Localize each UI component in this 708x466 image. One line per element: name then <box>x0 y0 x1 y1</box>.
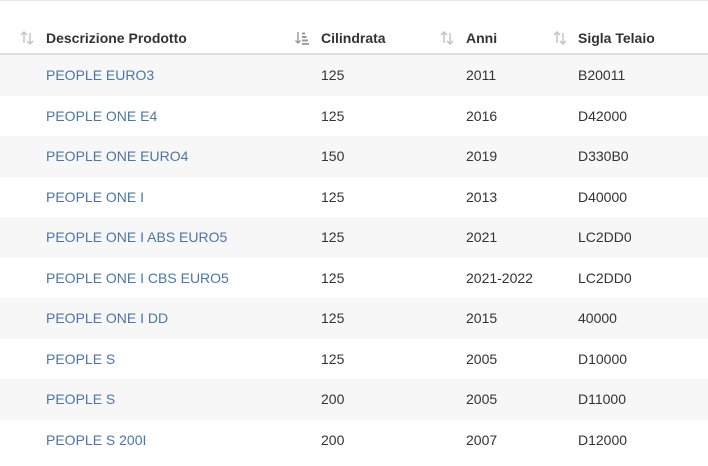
sigla-telaio-cell: LC2DD0 <box>578 269 632 286</box>
table-row[interactable]: PEOPLE S 125 2005 D10000 <box>0 339 708 380</box>
cilindrata-cell: 125 <box>321 107 345 124</box>
top-divider <box>0 0 708 1</box>
anni-cell: 2016 <box>466 107 498 124</box>
column-header-anni[interactable]: Anni <box>466 30 498 46</box>
sigla-telaio-cell: D12000 <box>578 431 628 448</box>
cilindrata-cell: 125 <box>321 350 345 367</box>
product-link[interactable]: PEOPLE S <box>46 391 116 407</box>
sort-both-icon[interactable] <box>20 23 34 53</box>
product-link[interactable]: PEOPLE ONE I CBS EURO5 <box>46 269 229 286</box>
anni-cell: 2005 <box>466 350 498 367</box>
cilindrata-cell: 125 <box>321 67 345 83</box>
anni-cell: 2013 <box>466 188 498 205</box>
product-link[interactable]: PEOPLE EURO3 <box>46 67 155 83</box>
column-header-cilindrata[interactable]: Cilindrata <box>321 30 386 46</box>
products-table: Descrizione Prodotto Cilindrata Anni <box>0 23 708 460</box>
product-link[interactable]: PEOPLE ONE I ABS EURO5 <box>46 229 228 245</box>
sigla-telaio-cell: D330B0 <box>578 148 629 164</box>
sort-amount-active-icon[interactable] <box>295 23 309 53</box>
table-header: Descrizione Prodotto Cilindrata Anni <box>0 23 708 55</box>
sigla-telaio-cell: D10000 <box>578 350 628 367</box>
anni-cell: 2011 <box>466 67 497 83</box>
table-row[interactable]: PEOPLE ONE I CBS EURO5 125 2021-2022 LC2… <box>0 258 708 299</box>
anni-cell: 2019 <box>466 148 498 164</box>
table-row[interactable]: PEOPLE EURO3 125 2011 B20011 <box>0 55 708 96</box>
column-header-descrizione[interactable]: Descrizione Prodotto <box>46 30 187 46</box>
cilindrata-cell: 150 <box>321 148 345 164</box>
cilindrata-cell: 125 <box>321 229 345 245</box>
sort-both-icon[interactable] <box>553 23 567 53</box>
table-row[interactable]: PEOPLE S 200I 200 2007 D12000 <box>0 420 708 461</box>
anni-cell: 2007 <box>466 431 498 448</box>
product-link[interactable]: PEOPLE ONE EURO4 <box>46 148 189 164</box>
cilindrata-cell: 200 <box>321 431 345 448</box>
product-link[interactable]: PEOPLE ONE E4 <box>46 107 158 124</box>
table-row[interactable]: PEOPLE ONE I DD 125 2015 40000 <box>0 298 708 339</box>
sigla-telaio-cell: D11000 <box>578 391 627 407</box>
sigla-telaio-cell: D40000 <box>578 188 628 205</box>
table-row[interactable]: PEOPLE ONE EURO4 150 2019 D330B0 <box>0 136 708 177</box>
cilindrata-cell: 125 <box>321 310 345 326</box>
cilindrata-cell: 200 <box>321 391 345 407</box>
sigla-telaio-cell: D42000 <box>578 107 628 124</box>
anni-cell: 2005 <box>466 391 498 407</box>
sigla-telaio-cell: B20011 <box>578 67 626 83</box>
product-link[interactable]: PEOPLE S <box>46 350 116 367</box>
product-link[interactable]: PEOPLE ONE I <box>46 188 145 205</box>
sort-both-icon[interactable] <box>440 23 454 53</box>
table-row[interactable]: PEOPLE ONE E4 125 2016 D42000 <box>0 96 708 137</box>
table-row[interactable]: PEOPLE S 200 2005 D11000 <box>0 379 708 420</box>
product-link[interactable]: PEOPLE S 200I <box>46 431 147 448</box>
column-header-sigla-telaio[interactable]: Sigla Telaio <box>578 30 655 46</box>
anni-cell: 2015 <box>466 310 498 326</box>
anni-cell: 2021-2022 <box>466 269 533 286</box>
table-row[interactable]: PEOPLE ONE I 125 2013 D40000 <box>0 177 708 218</box>
sigla-telaio-cell: 40000 <box>578 310 617 326</box>
sigla-telaio-cell: LC2DD0 <box>578 229 632 245</box>
anni-cell: 2021 <box>466 229 498 245</box>
cilindrata-cell: 125 <box>321 188 345 205</box>
table-row[interactable]: PEOPLE ONE I ABS EURO5 125 2021 LC2DD0 <box>0 217 708 258</box>
product-link[interactable]: PEOPLE ONE I DD <box>46 310 169 326</box>
cilindrata-cell: 125 <box>321 269 345 286</box>
